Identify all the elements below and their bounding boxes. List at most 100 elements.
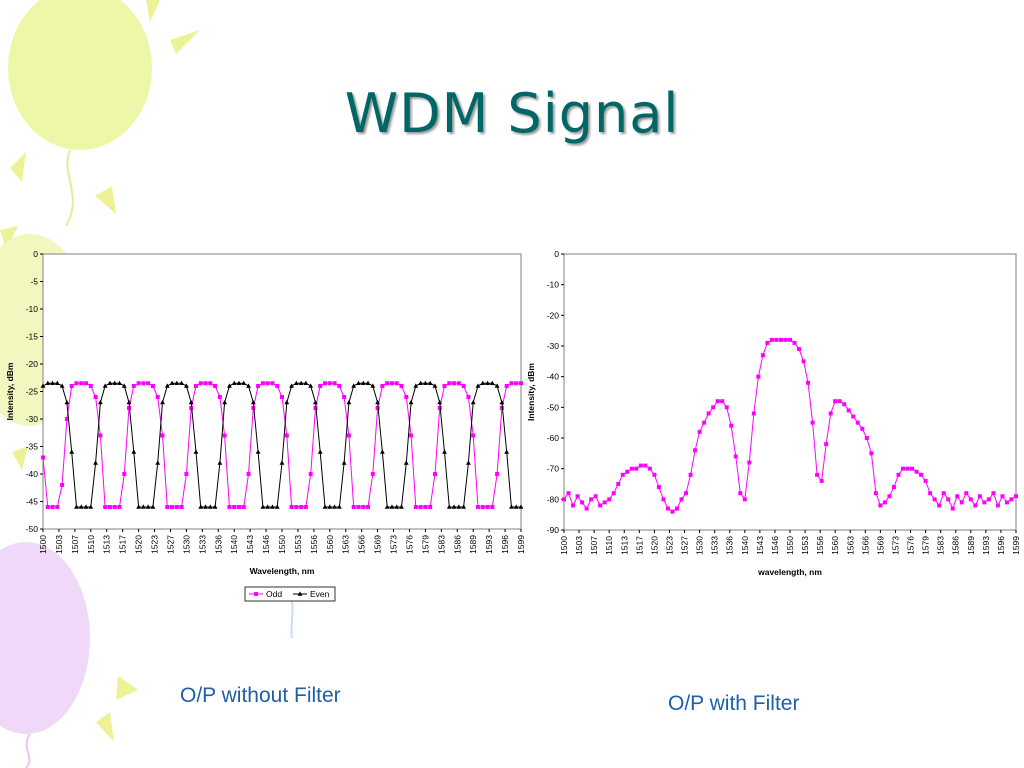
x-tick-label: 1589 <box>468 535 478 554</box>
data-point <box>665 506 670 511</box>
data-point <box>427 380 433 386</box>
data-point <box>1009 497 1014 502</box>
data-point <box>932 497 937 502</box>
data-point <box>418 505 423 509</box>
data-point <box>634 466 639 471</box>
data-point <box>616 482 621 486</box>
data-point <box>432 472 437 476</box>
x-tick-label: 1546 <box>261 535 271 554</box>
data-point <box>489 380 495 386</box>
x-tick-label: 1593 <box>981 536 991 555</box>
data-point <box>289 505 294 509</box>
data-point <box>733 454 738 459</box>
data-point <box>360 380 366 386</box>
x-tick-label: 1543 <box>755 536 765 555</box>
data-point <box>126 399 132 405</box>
data-point <box>265 381 270 386</box>
data-point <box>973 503 978 508</box>
data-point <box>810 420 815 425</box>
data-point <box>941 491 946 496</box>
data-point <box>869 451 874 456</box>
data-point <box>490 505 495 509</box>
data-point <box>413 505 418 509</box>
data-point <box>251 406 256 410</box>
data-point <box>499 406 504 410</box>
data-point <box>385 381 390 386</box>
data-point <box>322 504 328 509</box>
data-point <box>955 494 960 499</box>
data-point <box>504 449 510 454</box>
data-point <box>102 383 108 388</box>
data-point <box>461 504 467 509</box>
x-tick-label: 1507 <box>70 535 80 554</box>
data-point <box>509 504 514 509</box>
data-point <box>198 381 203 386</box>
data-point <box>399 384 404 388</box>
data-point <box>327 504 333 509</box>
data-point <box>819 478 824 483</box>
data-point <box>409 433 414 438</box>
data-point <box>724 405 729 410</box>
x-tick-label: 1579 <box>921 536 931 555</box>
data-point <box>69 384 74 388</box>
data-point <box>356 505 361 509</box>
data-point <box>150 384 155 388</box>
data-point <box>60 483 65 487</box>
data-point <box>308 472 313 476</box>
data-point <box>756 374 761 379</box>
data-point <box>765 340 770 345</box>
data-point <box>198 504 204 509</box>
data-point <box>738 491 743 496</box>
data-point <box>88 504 94 509</box>
data-point <box>602 500 607 505</box>
data-point <box>461 384 466 388</box>
x-tick-label: 1503 <box>54 535 64 554</box>
y-tick-label: -30 <box>26 414 39 424</box>
data-point <box>208 381 213 386</box>
sun-ray-icon <box>116 676 138 700</box>
data-point <box>384 504 390 509</box>
data-point <box>923 478 928 483</box>
x-tick-label: 1586 <box>951 536 961 555</box>
legend-marker <box>297 591 303 596</box>
x-tick-label: 1576 <box>906 536 916 555</box>
x-tick-label: 1573 <box>389 535 399 554</box>
data-point <box>107 505 112 509</box>
x-tick-label: 1536 <box>213 535 223 554</box>
y-tick-label: -70 <box>547 464 560 474</box>
x-tick-label: 1563 <box>341 535 351 554</box>
data-point <box>112 380 118 386</box>
x-tick-label: 1566 <box>860 536 870 555</box>
data-point <box>122 472 127 476</box>
data-point <box>365 380 371 386</box>
data-point <box>778 337 783 342</box>
data-point <box>50 380 55 386</box>
data-point <box>140 504 146 509</box>
data-point <box>851 414 856 419</box>
y-tick-label: -5 <box>30 277 38 287</box>
data-point <box>174 380 180 386</box>
data-point <box>742 497 747 502</box>
data-point <box>702 420 707 425</box>
data-point <box>246 383 251 388</box>
data-point <box>280 395 284 399</box>
data-point <box>946 497 951 502</box>
data-point <box>589 497 594 502</box>
data-point <box>519 381 523 386</box>
data-point <box>184 383 189 388</box>
data-point <box>165 505 170 509</box>
x-tick-label: 1540 <box>229 535 239 554</box>
data-point <box>509 381 514 386</box>
data-point <box>456 504 462 509</box>
data-point <box>131 449 137 454</box>
sun-ray-icons <box>0 0 200 742</box>
data-point <box>760 353 765 358</box>
slide-title: WDM Signal <box>344 82 680 145</box>
data-point <box>64 417 69 421</box>
data-point <box>620 472 625 477</box>
x-tick-label: 1556 <box>815 536 825 555</box>
data-point <box>625 469 630 474</box>
legend-label-odd: Odd <box>266 589 282 599</box>
y-tick-label: -35 <box>26 442 39 452</box>
data-point <box>184 472 189 476</box>
